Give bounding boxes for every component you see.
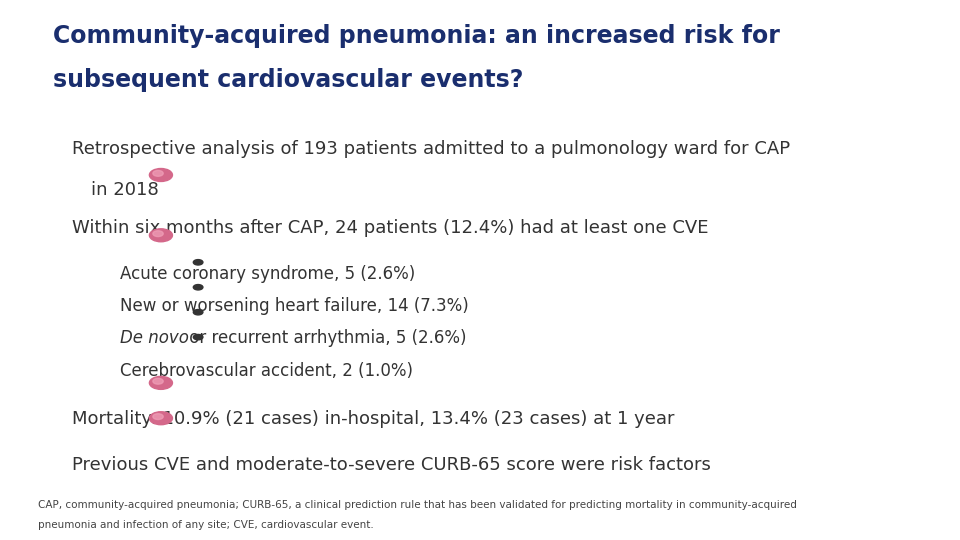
Text: Cerebrovascular accident, 2 (1.0%): Cerebrovascular accident, 2 (1.0%) (120, 362, 413, 380)
Text: Mortality: 10.9% (21 cases) in-hospital, 13.4% (23 cases) at 1 year: Mortality: 10.9% (21 cases) in-hospital,… (72, 410, 675, 428)
Text: Community-acquired pneumonia: an increased risk for: Community-acquired pneumonia: an increas… (53, 24, 780, 48)
Text: or recurrent arrhythmia, 5 (2.6%): or recurrent arrhythmia, 5 (2.6%) (184, 329, 467, 347)
Text: in 2018: in 2018 (91, 181, 159, 199)
Text: pneumonia and infection of any site; CVE, cardiovascular event.: pneumonia and infection of any site; CVE… (38, 520, 374, 530)
Text: CAP, community-acquired pneumonia; CURB-65, a clinical prediction rule that has : CAP, community-acquired pneumonia; CURB-… (38, 500, 797, 510)
Text: subsequent cardiovascular events?: subsequent cardiovascular events? (53, 68, 523, 91)
Text: Previous CVE and moderate-to-severe CURB-65 score were risk factors: Previous CVE and moderate-to-severe CURB… (72, 456, 710, 474)
Text: Retrospective analysis of 193 patients admitted to a pulmonology ward for CAP: Retrospective analysis of 193 patients a… (72, 140, 790, 158)
Text: New or worsening heart failure, 14 (7.3%): New or worsening heart failure, 14 (7.3%… (120, 297, 468, 315)
Text: Acute coronary syndrome, 5 (2.6%): Acute coronary syndrome, 5 (2.6%) (120, 265, 416, 282)
Text: Within six months after CAP, 24 patients (12.4%) had at least one CVE: Within six months after CAP, 24 patients… (72, 219, 708, 237)
Text: De novo: De novo (120, 329, 189, 347)
